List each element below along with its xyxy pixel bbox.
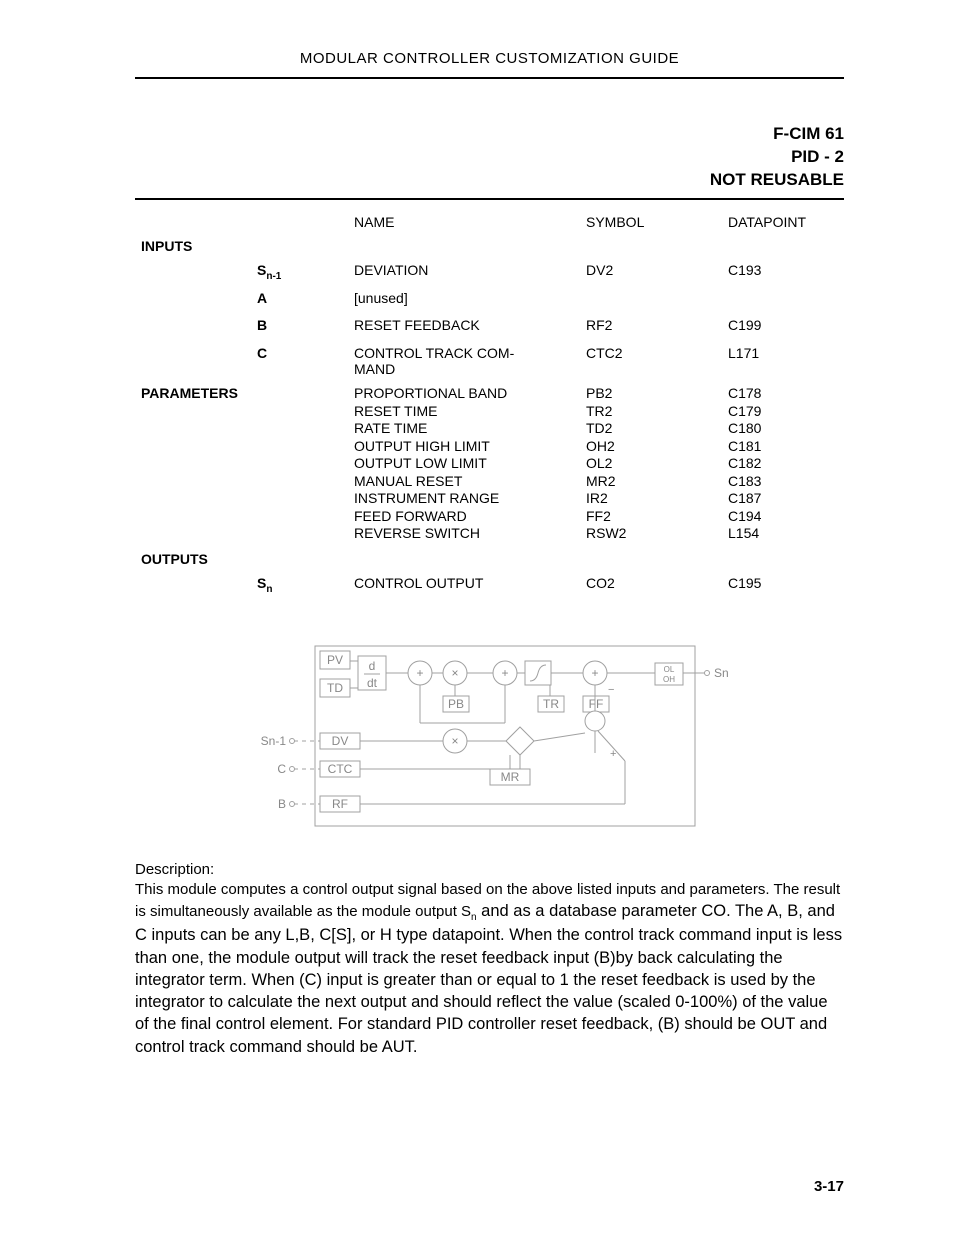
param-name: PROPORTIONAL BAND [354, 385, 574, 403]
dp: L171 [722, 341, 844, 381]
svg-text:dt: dt [366, 676, 377, 690]
sym [580, 286, 722, 314]
subhead-line-2: PID - 2 [135, 146, 844, 169]
param-sym: RSW2 [586, 525, 716, 543]
param-dp: C180 [728, 420, 838, 438]
section-outputs-label: OUTPUTS [135, 547, 844, 571]
svg-text:DV: DV [331, 734, 348, 748]
sig: Sn-1 [207, 258, 348, 286]
table-header-row: NAME SYMBOL DATAPOINT [135, 210, 844, 234]
param-dp: C194 [728, 508, 838, 526]
description-label: Description: [135, 861, 844, 878]
svg-text:C: C [277, 762, 286, 776]
sym: CO2 [580, 571, 722, 599]
param-dp: C187 [728, 490, 838, 508]
sig: A [207, 286, 348, 314]
param-name: FEED FORWARD [354, 508, 574, 526]
input-row: A [unused] [135, 286, 844, 314]
sig: C [207, 341, 348, 381]
svg-text:MR: MR [500, 770, 519, 784]
param-name: RESET TIME [354, 403, 574, 421]
description-body: This module computes a control output si… [135, 880, 844, 1058]
param-dp: C183 [728, 473, 838, 491]
sig: Sn [207, 571, 348, 599]
param-sym: OL2 [586, 455, 716, 473]
param-name: OUTPUT HIGH LIMIT [354, 438, 574, 456]
svg-text:CTC: CTC [327, 762, 352, 776]
desc-line-2b: and as a database parameter CO. The A, B… [135, 902, 842, 1056]
module-subheader: F-CIM 61 PID - 2 NOT REUSABLE [135, 123, 844, 200]
param-sym: PB2 [586, 385, 716, 403]
svg-text:B: B [277, 797, 285, 811]
param-sym: OH2 [586, 438, 716, 456]
section-outputs: OUTPUTS [135, 547, 844, 571]
svg-text:RF: RF [332, 797, 348, 811]
name: DEVIATION [348, 258, 580, 286]
param-sym: MR2 [586, 473, 716, 491]
dp [722, 286, 844, 314]
subhead-line-3: NOT REUSABLE [135, 169, 844, 192]
input-row: C CONTROL TRACK COM- MAND CTC2 L171 [135, 341, 844, 381]
output-row: Sn CONTROL OUTPUT CO2 C195 [135, 571, 844, 599]
param-sym: IR2 [586, 490, 716, 508]
svg-text:PB: PB [447, 697, 463, 711]
param-dp: C178 [728, 385, 838, 403]
block-diagram: PVTDddt+×PB+TR+FF−OLOHSn+×DVCTCRFMRSn-1C… [135, 641, 844, 831]
name: CONTROL TRACK COM- MAND [348, 341, 580, 381]
name: CONTROL OUTPUT [348, 571, 580, 599]
svg-text:TD: TD [327, 681, 343, 695]
param-name: REVERSE SWITCH [354, 525, 574, 543]
param-name: MANUAL RESET [354, 473, 574, 491]
sym: RF2 [580, 313, 722, 341]
doc-header: MODULAR CONTROLLER CUSTOMIZATION GUIDE [135, 50, 844, 79]
svg-text:Sn: Sn [714, 666, 729, 680]
param-sym: TR2 [586, 403, 716, 421]
param-name: RATE TIME [354, 420, 574, 438]
param-dp: L154 [728, 525, 838, 543]
dp: C199 [722, 313, 844, 341]
svg-text:FF: FF [588, 697, 603, 711]
param-sym: TD2 [586, 420, 716, 438]
name: [unused] [348, 286, 580, 314]
svg-text:TR: TR [543, 697, 559, 711]
svg-text:OL: OL [663, 665, 674, 674]
col-name: NAME [348, 210, 580, 234]
col-datapoint: DATAPOINT [722, 210, 844, 234]
svg-text:OH: OH [663, 675, 675, 684]
section-parameters: PARAMETERS PROPORTIONAL BAND RESET TIME … [135, 381, 844, 547]
param-sym: FF2 [586, 508, 716, 526]
input-row: Sn-1 DEVIATION DV2 C193 [135, 258, 844, 286]
section-inputs: INPUTS [135, 234, 844, 258]
sym: DV2 [580, 258, 722, 286]
svg-text:×: × [451, 734, 458, 748]
param-dp: C182 [728, 455, 838, 473]
param-dp: C181 [728, 438, 838, 456]
svg-text:×: × [451, 666, 458, 680]
svg-text:+: + [501, 666, 508, 680]
sym: CTC2 [580, 341, 722, 381]
param-name: INSTRUMENT RANGE [354, 490, 574, 508]
section-parameters-label: PARAMETERS [135, 381, 348, 547]
page: MODULAR CONTROLLER CUSTOMIZATION GUIDE F… [0, 0, 954, 1235]
input-row: B RESET FEEDBACK RF2 C199 [135, 313, 844, 341]
block-diagram-svg: PVTDddt+×PB+TR+FF−OLOHSn+×DVCTCRFMRSn-1C… [230, 641, 750, 831]
param-dp: C179 [728, 403, 838, 421]
svg-text:+: + [591, 666, 598, 680]
io-table: NAME SYMBOL DATAPOINT INPUTS Sn-1 DEVIAT… [135, 210, 844, 599]
svg-text:+: + [416, 666, 423, 680]
subhead-line-1: F-CIM 61 [135, 123, 844, 146]
desc-line-1: This module computes a control output si… [135, 881, 770, 898]
dp: C195 [722, 571, 844, 599]
svg-text:Sn-1: Sn-1 [260, 734, 286, 748]
page-number: 3-17 [814, 1178, 844, 1195]
svg-text:−: − [608, 684, 614, 696]
section-inputs-label: INPUTS [135, 234, 844, 258]
dp: C193 [722, 258, 844, 286]
name: RESET FEEDBACK [348, 313, 580, 341]
svg-text:d: d [368, 659, 375, 673]
sig: B [207, 313, 348, 341]
col-symbol: SYMBOL [580, 210, 722, 234]
svg-text:PV: PV [326, 653, 342, 667]
param-name: OUTPUT LOW LIMIT [354, 455, 574, 473]
